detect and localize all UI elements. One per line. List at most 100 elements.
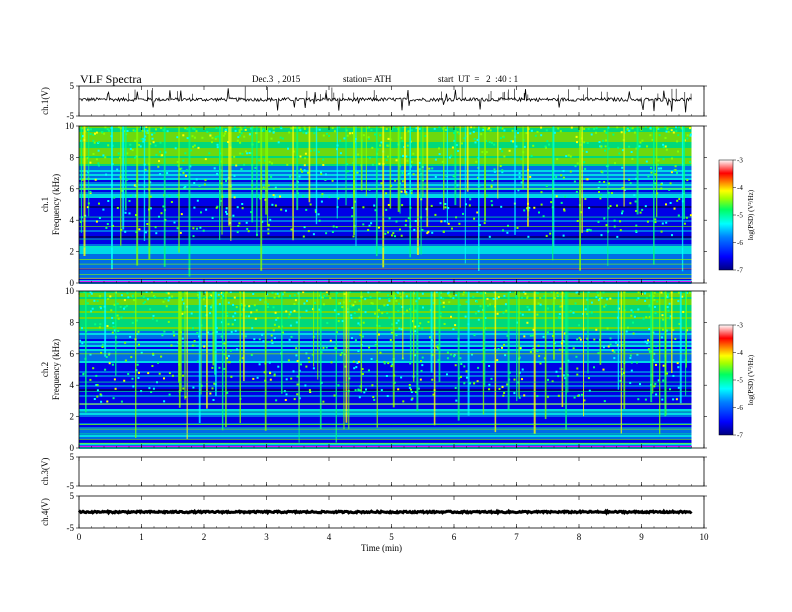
spectrogram-pixel <box>182 387 185 390</box>
spectrogram-pixel <box>192 235 195 238</box>
spectrogram-pixel <box>525 132 528 134</box>
spectrogram-pixel <box>654 218 657 221</box>
spectrogram-pixel <box>430 204 433 207</box>
spectrogram-pixel <box>395 220 398 223</box>
spectrogram-pixel <box>258 338 261 341</box>
spectrogram-pixel <box>545 234 548 237</box>
spectrogram-pixel <box>269 378 272 381</box>
spectrogram-pixel <box>576 141 578 144</box>
spectrogram-pixel <box>410 189 413 192</box>
spectrogram-pixel <box>261 220 264 223</box>
spectrogram-sferic <box>376 291 378 428</box>
spectrogram-pixel <box>289 175 292 178</box>
spectrogram-pixel <box>517 132 519 134</box>
spectrogram-pixel <box>233 174 236 177</box>
spectrogram-pixel <box>492 298 495 300</box>
spectrogram-pixel <box>598 191 600 194</box>
spectrogram-pixel <box>447 222 450 225</box>
spectrogram-pixel <box>546 395 549 398</box>
spectrogram-pixel <box>151 133 154 136</box>
spectrogram-pixel <box>421 327 424 330</box>
spectrogram-pixel <box>579 338 582 341</box>
spectrogram-pixel <box>503 155 506 158</box>
spectrogram-pixel <box>325 291 328 293</box>
spectrogram-pixel <box>152 314 155 317</box>
spectrogram-pixel <box>431 378 434 381</box>
spectrogram-pixel <box>562 170 565 172</box>
spectrogram-pixel <box>125 304 128 307</box>
spectrogram-pixel <box>401 140 404 143</box>
spectrogram-pixel <box>518 371 521 374</box>
spectrogram-sferic <box>365 126 368 197</box>
spectrogram-pixel <box>633 194 636 197</box>
spectrogram-pixel <box>438 153 441 156</box>
spectrogram-band <box>79 134 692 136</box>
spectrogram-pixel <box>476 211 479 214</box>
spectrogram-pixel <box>207 331 210 334</box>
spectrogram-pixel <box>309 149 312 152</box>
spectrogram-band <box>79 377 692 379</box>
y-tick-label: 0 <box>70 278 75 288</box>
spectrogram-pixel <box>253 338 256 341</box>
spectrogram-pixel <box>192 386 195 389</box>
spectrogram-pixel <box>637 297 640 300</box>
spectrogram-pixel <box>322 164 325 166</box>
spectrogram-pixel <box>639 141 642 144</box>
spectrogram-pixel <box>574 302 577 305</box>
spectrogram-band <box>79 409 692 411</box>
spectrogram-pixel <box>124 359 127 362</box>
spectrogram-sferic <box>484 126 486 222</box>
spectrogram-band <box>79 240 692 242</box>
spectrogram-pixel <box>502 311 505 314</box>
spectrogram-pixel <box>463 137 466 140</box>
spectrogram-pixel <box>271 291 274 294</box>
colorbar-tick-label: -5 <box>737 212 743 220</box>
spectrogram-pixel <box>595 296 598 299</box>
spectrogram-pixel <box>273 196 276 199</box>
spectrogram-pixel <box>276 292 279 295</box>
spectrogram-sferic <box>683 126 686 220</box>
spectrogram-pixel <box>478 224 481 226</box>
spectrogram-pixel <box>313 132 316 135</box>
spectrogram-sferic <box>298 291 300 443</box>
spectrogram-pixel <box>137 377 140 379</box>
spectrogram-pixel <box>543 295 546 298</box>
spectrogram-pixel <box>182 159 185 162</box>
spectrogram-pixel <box>490 200 493 203</box>
spectrogram-pixel <box>576 162 579 165</box>
spectrogram-pixel <box>325 346 328 349</box>
spectrogram-pixel <box>471 353 473 356</box>
spectrogram-pixel <box>560 174 563 177</box>
spectrogram-band <box>79 264 692 266</box>
spectrogram-pixel <box>613 219 616 222</box>
spectrogram-pixel <box>527 235 530 238</box>
spectrogram-pixel <box>539 303 542 306</box>
spectrogram-pixel <box>653 385 656 388</box>
spectrogram-pixel <box>628 129 631 132</box>
spectrogram-pixel <box>677 386 680 389</box>
y-tick-label: 8 <box>70 317 75 327</box>
spectrogram-pixel <box>460 375 462 378</box>
spectrogram-pixel <box>117 317 120 320</box>
spectrogram-pixel <box>320 381 323 384</box>
spectrogram-pixel <box>444 203 447 205</box>
spectrogram-pixel <box>549 232 552 235</box>
spectrogram-band <box>79 429 692 431</box>
spectrogram-pixel <box>472 295 475 298</box>
spectrogram-pixel <box>206 130 209 133</box>
spectrogram-pixel <box>89 353 92 356</box>
spectrogram-band <box>79 172 692 174</box>
spectrogram-pixel <box>230 375 233 378</box>
spectrogram-band <box>79 335 692 337</box>
spectrogram-pixel <box>151 365 154 367</box>
spectrogram-pixel <box>395 334 398 337</box>
spectrogram-pixel <box>655 393 658 396</box>
spectrogram-pixel <box>108 129 110 132</box>
spectrogram-pixel <box>397 309 400 312</box>
spectrogram-pixel <box>562 348 565 351</box>
spectrogram-pixel <box>293 398 296 401</box>
spectrogram-pixel <box>358 316 361 319</box>
spectrogram-pixel <box>450 315 452 318</box>
spectrogram-pixel <box>558 313 561 315</box>
spectrogram-pixel <box>298 126 301 129</box>
